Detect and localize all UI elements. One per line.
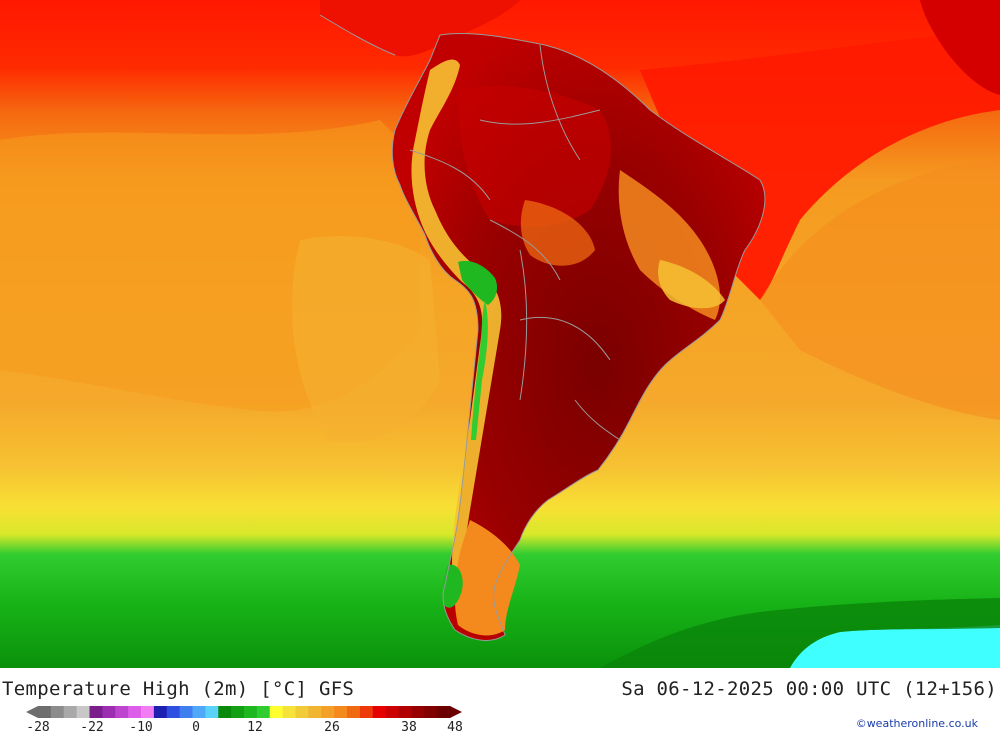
legend-swatch: [166, 706, 181, 718]
legend-tick: 48: [447, 720, 463, 735]
temperature-map: [0, 0, 1000, 668]
legend-arrow-right: [450, 706, 462, 718]
legend-tick: 0: [192, 720, 200, 735]
pacific-light-zone: [291, 236, 440, 442]
legend-swatch: [50, 706, 65, 718]
legend-swatch: [76, 706, 90, 718]
legend-swatch: [398, 706, 412, 718]
atlantic-orange-zone: [760, 160, 1000, 420]
legend-swatch: [269, 706, 284, 718]
color-legend: [26, 706, 462, 718]
legend-swatch: [128, 706, 142, 718]
legend-tick: -10: [129, 720, 153, 735]
legend-swatch: [359, 706, 374, 718]
legend-swatch: [385, 706, 399, 718]
legend-swatch: [321, 706, 335, 718]
legend-swatch: [205, 706, 219, 718]
legend-swatch: [218, 706, 232, 718]
patagonia-green-patch: [443, 564, 463, 608]
legend-swatch: [437, 706, 451, 718]
legend-swatch: [179, 706, 193, 718]
andes-green-strip: [471, 300, 488, 440]
legend-arrow-left: [26, 706, 38, 718]
legend-tick: 38: [401, 720, 417, 735]
legend-swatch: [102, 706, 116, 718]
legend-swatch: [153, 706, 168, 718]
legend-swatch: [63, 706, 78, 718]
legend-swatch: [334, 706, 348, 718]
map-footer: Temperature High (2m) [°C] GFS Sa 06-12-…: [0, 668, 1000, 735]
amazon-red-area: [459, 86, 611, 227]
legend-swatch: [411, 706, 425, 718]
legend-swatch: [38, 706, 52, 718]
map-title: Temperature High (2m) [°C] GFS: [2, 678, 355, 700]
legend-swatch: [347, 706, 361, 718]
legend-swatch: [89, 706, 103, 718]
legend-tick: 26: [324, 720, 340, 735]
legend-swatch: [192, 706, 206, 718]
country-borders: [319, 14, 766, 641]
brazil-yellow-spot: [658, 260, 725, 309]
legend-swatch: [256, 706, 271, 718]
legend-swatch: [244, 706, 258, 718]
legend-tick: -28: [26, 720, 50, 735]
legend-swatch: [372, 706, 387, 718]
central-america-land: [320, 0, 520, 57]
antarctic-dark-green-band: [600, 598, 1000, 668]
legend-swatch: [115, 706, 129, 718]
legend-swatch: [308, 706, 322, 718]
legend-swatch: [295, 706, 309, 718]
valid-time-label: Sa 06-12-2025 00:00 UTC (12+156): [621, 678, 997, 700]
bolivia-orange-area: [520, 200, 595, 266]
credit-link[interactable]: ©weatheronline.co.uk: [855, 717, 978, 730]
legend-swatch: [231, 706, 245, 718]
patagonia-orange-area: [454, 520, 520, 636]
altiplano-green-patch: [458, 260, 498, 305]
legend-swatch: [282, 706, 296, 718]
legend-tick: -22: [80, 720, 104, 735]
caribbean-island-land: [920, 0, 1000, 95]
antarctic-cold-area: [790, 625, 1000, 668]
legend-tick: 12: [247, 720, 263, 735]
legend-swatch: [141, 706, 155, 718]
legend-swatch: [424, 706, 438, 718]
